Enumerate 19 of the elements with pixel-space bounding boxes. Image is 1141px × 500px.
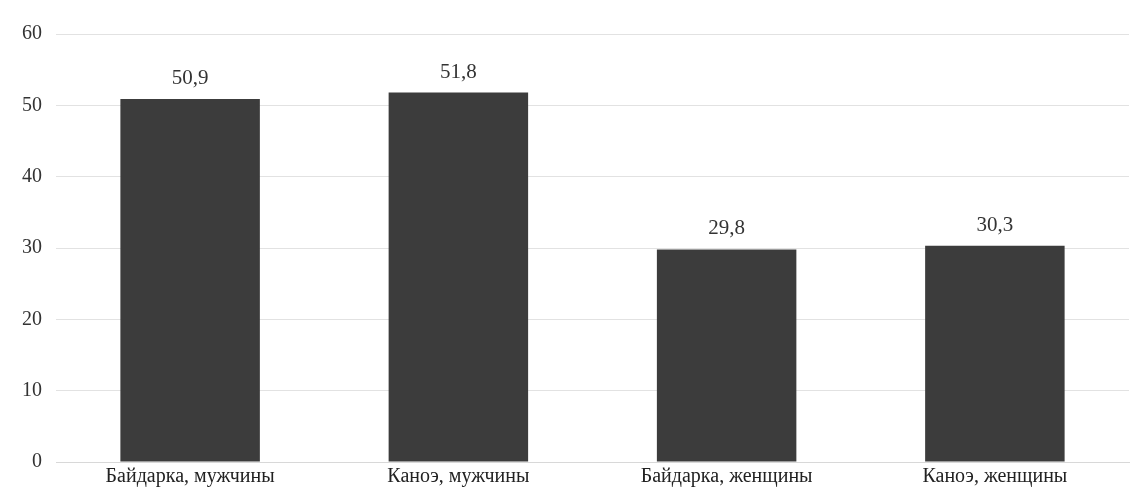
data-label: 50,9 [171, 64, 209, 89]
y-tick-label: 10 [22, 377, 42, 400]
data-label: 51,8 [440, 58, 477, 83]
y-tick-label: 60 [22, 21, 42, 44]
y-tick-label: 30 [22, 235, 42, 258]
bar [120, 98, 260, 462]
bar [925, 245, 1065, 462]
y-tick-label: 20 [22, 306, 42, 329]
y-tick-label: 50 [22, 92, 42, 115]
y-tick-label: 0 [32, 449, 42, 472]
x-tick-label: Каноэ, мужчины [387, 464, 530, 488]
data-label: 29,8 [708, 215, 745, 240]
x-tick-label: Каноэ, женщины [922, 464, 1068, 488]
data-label: 30,3 [976, 211, 1014, 236]
x-tick-label: Байдарка, женщины [640, 464, 813, 488]
bar [388, 92, 529, 462]
y-tick-label: 40 [22, 163, 42, 186]
x-tick-label: Байдарка, мужчины [105, 464, 275, 488]
bar [656, 249, 797, 462]
